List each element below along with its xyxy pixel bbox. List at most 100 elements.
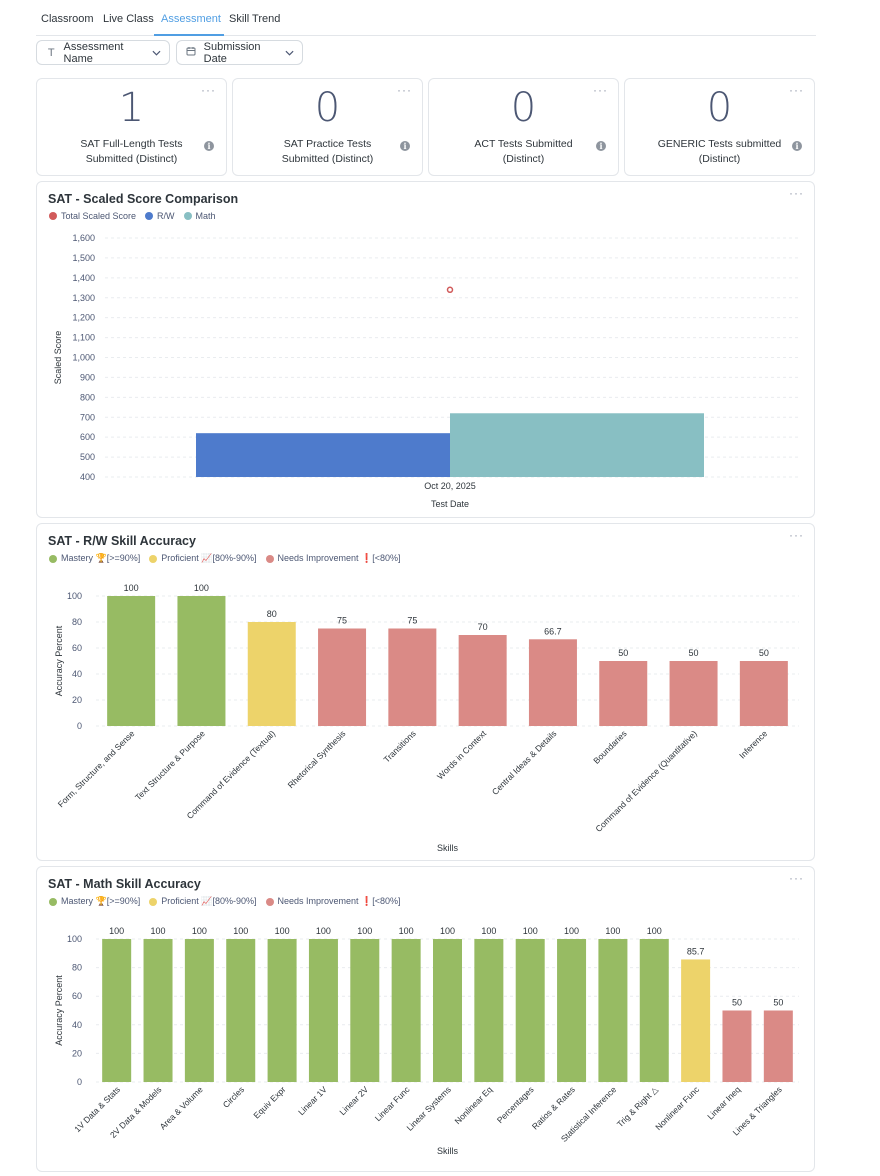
- card-menu-icon[interactable]: ···: [789, 83, 804, 97]
- y-tick-label: 100: [67, 591, 82, 601]
- chart-title: SAT - Math Skill Accuracy: [48, 877, 201, 891]
- x-tick-label: Area & Volume: [158, 1084, 205, 1131]
- card-menu-icon[interactable]: ···: [593, 83, 608, 97]
- bar-value-label: 100: [647, 926, 662, 936]
- legend-item-rw[interactable]: R/W: [145, 211, 175, 221]
- legend-label: Mastery 🏆[>=90%]: [61, 553, 141, 563]
- bar-value-label: 80: [267, 609, 277, 619]
- calendar-icon: [185, 46, 198, 59]
- x-tick-label: Circles: [221, 1084, 246, 1109]
- legend-swatch: [265, 554, 274, 563]
- bar-value-label: 100: [399, 926, 414, 936]
- bar: [474, 939, 504, 1082]
- rw-skill-chart-card: 0 20 40 60 80 100 100 Form, Structure, and Sens…: [36, 523, 815, 861]
- text-type-icon: T: [47, 46, 55, 59]
- bar-value-label: 100: [124, 583, 139, 593]
- legend-item-proficient[interactable]: Proficient 📈[80%-90%]: [149, 553, 257, 564]
- bar-math: [450, 413, 704, 477]
- bar: [763, 1010, 793, 1082]
- chart-legend: Mastery 🏆[>=90%] Proficient 📈[80%-90%] N…: [49, 553, 410, 564]
- y-tick-label: 800: [80, 392, 95, 402]
- kpi-label: GENERIC Tests submitted (Distinct): [657, 138, 782, 165]
- kpi-card-sat-practice: ··· 0 SAT Practice Tests Submitted (Dist…: [232, 78, 423, 176]
- x-tick-label: Inference: [737, 728, 769, 760]
- tab-skill-trend[interactable]: Skill Trend: [229, 13, 281, 25]
- x-tick-label: Equiv Expr: [251, 1084, 287, 1120]
- rw-skill-chart: 0 20 40 60 80 100 100 Form, Structure, and Sens…: [54, 583, 799, 853]
- bar: [318, 628, 367, 726]
- bar-value-label: 70: [478, 622, 488, 632]
- bar: [350, 939, 380, 1082]
- bar: [433, 939, 462, 1082]
- bar: [515, 939, 545, 1082]
- legend-swatch: [49, 897, 57, 906]
- y-tick-label: 900: [80, 372, 95, 382]
- x-tick-label: Nonlinear Eq: [452, 1084, 494, 1126]
- card-menu-icon[interactable]: ···: [789, 528, 804, 542]
- x-axis-label: Skills: [437, 843, 459, 853]
- kpi-value: 1: [118, 85, 145, 131]
- assessment-name-filter[interactable]: T Assessment Name: [36, 40, 170, 65]
- bar-value-label: 100: [275, 926, 290, 936]
- bar-value-label: 50: [689, 648, 699, 658]
- y-tick-label: 100: [67, 934, 82, 944]
- bar-value-label: 100: [151, 926, 166, 936]
- legend-item-needs-improvement[interactable]: Needs Improvement ❗[<80%]: [265, 896, 401, 907]
- tab-assessment[interactable]: Assessment: [161, 13, 221, 25]
- bar: [308, 939, 338, 1082]
- card-menu-icon[interactable]: ···: [789, 871, 804, 885]
- legend-label: Total Scaled Score: [61, 211, 137, 221]
- y-tick-label: 600: [80, 432, 95, 442]
- info-icon[interactable]: i: [596, 141, 606, 151]
- x-tick-label: Text Structure & Purpose: [133, 728, 207, 802]
- legend-swatch: [149, 897, 158, 906]
- tab-classroom[interactable]: Classroom: [41, 13, 94, 25]
- bar-value-label: 50: [618, 648, 628, 658]
- chart-legend: Total Scaled Score R/W Math: [49, 211, 225, 221]
- info-icon[interactable]: i: [400, 141, 410, 151]
- info-icon[interactable]: i: [204, 141, 214, 151]
- card-menu-icon[interactable]: ···: [789, 186, 804, 200]
- bar-value-label: 100: [523, 926, 538, 936]
- legend-swatch: [183, 212, 192, 220]
- info-icon[interactable]: i: [792, 141, 802, 151]
- point-total-score: [446, 286, 454, 294]
- bar-value-label: 100: [233, 926, 248, 936]
- legend-label: Proficient 📈[80%-90%]: [161, 553, 257, 563]
- legend-item-mastery[interactable]: Mastery 🏆[>=90%]: [49, 553, 140, 564]
- legend-label: Needs Improvement ❗[<80%]: [277, 896, 401, 906]
- x-tick-label: Percentages: [495, 1084, 536, 1125]
- legend-item-math[interactable]: Math: [183, 211, 216, 221]
- bar: [267, 939, 297, 1082]
- submission-date-filter[interactable]: Submission Date: [176, 40, 303, 65]
- card-menu-icon[interactable]: ···: [201, 83, 216, 97]
- y-tick-label: 1,000: [72, 353, 95, 363]
- bar: [102, 939, 132, 1082]
- card-menu-icon[interactable]: ···: [397, 83, 412, 97]
- y-tick-label: 20: [72, 1048, 82, 1058]
- legend-item-total[interactable]: Total Scaled Score: [49, 211, 136, 221]
- legend-item-proficient[interactable]: Proficient 📈[80%-90%]: [149, 896, 257, 907]
- bar-value-label: 50: [773, 998, 783, 1008]
- bar-value-label: 100: [316, 926, 331, 936]
- bar: [598, 939, 628, 1082]
- bar-value-label: 100: [194, 583, 209, 593]
- bar: [669, 661, 718, 726]
- submission-date-filter-label: Submission Date: [203, 40, 261, 65]
- bar: [226, 939, 256, 1082]
- y-tick-label: 1,200: [72, 313, 95, 323]
- x-tick-label: Linear 1V: [296, 1084, 329, 1117]
- x-tick-label: Linear Func: [373, 1084, 412, 1123]
- kpi-card-act: ··· 0 ACT Tests Submitted (Distinct) i: [428, 78, 619, 176]
- y-axis-label: Accuracy Percent: [54, 625, 64, 696]
- tab-live-class[interactable]: Live Class: [103, 13, 154, 25]
- legend-swatch: [265, 897, 274, 906]
- legend-item-mastery[interactable]: Mastery 🏆[>=90%]: [49, 896, 140, 907]
- legend-item-needs-improvement[interactable]: Needs Improvement ❗[<80%]: [265, 553, 401, 564]
- legend-swatch: [49, 212, 57, 220]
- legend-label: Needs Improvement ❗[<80%]: [277, 553, 401, 563]
- bar: [722, 1010, 752, 1082]
- kpi-value: 0: [706, 85, 733, 131]
- y-tick-label: 0: [77, 721, 82, 731]
- bar: [739, 661, 788, 726]
